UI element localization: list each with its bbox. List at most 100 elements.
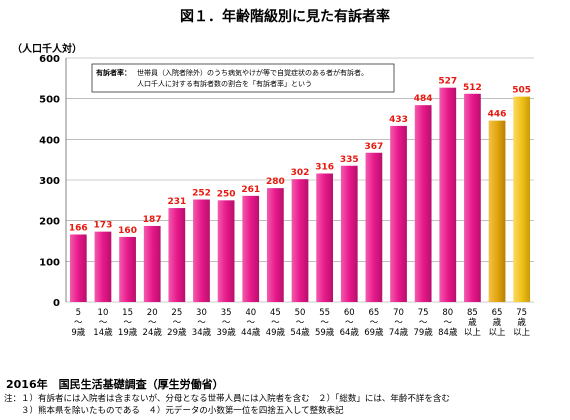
x-tick-label: 55 [319, 308, 330, 318]
annotation-label: 有訴者率： [96, 68, 131, 77]
x-tick-label: ～ [222, 318, 231, 328]
x-tick-label: ～ [345, 318, 354, 328]
x-tick-label: 74歳 [389, 327, 409, 338]
chart-title: 図１．年齢階級別に見た有訴者率 [180, 9, 390, 25]
bar [414, 105, 432, 302]
bars [69, 87, 531, 302]
x-tick-label: 15 [122, 308, 133, 318]
y-axis-label: （人口千人対） [12, 44, 82, 55]
data-label: 160 [118, 226, 137, 236]
x-tick-label: ～ [296, 318, 305, 328]
x-tick-label: 25 [171, 308, 182, 318]
bar [266, 188, 284, 302]
bar [390, 125, 407, 302]
x-tick-label: ～ [173, 318, 182, 328]
data-label: 484 [414, 94, 433, 104]
x-tick-label: 50 [295, 308, 306, 318]
value-labels: 166 173 160 187 231 252 250 261 280 302 316 335 367 4… [69, 77, 531, 236]
x-tick-label: 40 [245, 308, 256, 318]
x-tick-label: 以上 [489, 328, 507, 338]
bar [439, 87, 457, 302]
data-label: 187 [143, 215, 162, 225]
x-tick-label: 20 [147, 308, 158, 318]
y-tick-label: 500 [39, 95, 60, 106]
y-tick-label: 200 [39, 217, 60, 228]
data-label: 250 [217, 189, 236, 199]
data-label: 505 [512, 86, 531, 96]
x-tick-label: 85 [467, 308, 478, 318]
x-tick-label: 69歳 [364, 327, 384, 338]
data-label: 527 [438, 77, 457, 87]
annotation-line-1: 世帯員（入院者除外）のうち病気やけが等で自覚症状のある者が有訴者。 [137, 68, 368, 77]
data-label: 252 [192, 189, 211, 199]
x-tick-label: 歳 [517, 317, 526, 328]
data-label: 433 [389, 115, 408, 125]
x-tick-label: 35 [221, 308, 232, 318]
x-tick-label: 5 [76, 308, 81, 318]
x-tick-label: 歳 [468, 317, 477, 328]
x-tick-label: ～ [246, 318, 255, 328]
bar [488, 120, 506, 302]
x-tick-label: 9歳 [71, 327, 85, 338]
x-tick-label: 44歳 [241, 327, 261, 338]
bar [168, 208, 186, 302]
data-label: 316 [315, 162, 334, 172]
x-tick-label: ～ [74, 318, 83, 328]
footnote-1: 注：１）有訴者には入院者は含まないが、分母となる世帯人員には入院者を含む ２）「… [4, 394, 450, 404]
x-tick-label: 60 [344, 308, 355, 318]
data-label: 367 [364, 142, 383, 152]
y-axis-ticks: 0 100 200 300 400 500 600 [39, 54, 60, 309]
data-label: 302 [291, 168, 310, 178]
x-tick-label: 29歳 [167, 327, 187, 338]
bar [193, 199, 210, 302]
bar [513, 96, 531, 302]
x-tick-label: 80 [442, 308, 453, 318]
bar-chart: 0 100 200 300 400 500 600 166 173 160 187 231 252 25… [39, 54, 534, 338]
x-tick-label: ～ [394, 318, 403, 328]
x-tick-label: 75 [516, 308, 527, 318]
x-tick-label: 84歳 [438, 327, 458, 338]
x-tick-label: ～ [271, 318, 280, 328]
annotation-line-2: 人口千人に対する有訴者数の割合を「有訴者率」という [137, 79, 312, 88]
x-tick-label: ～ [370, 318, 379, 328]
x-tick-label: 54歳 [290, 327, 310, 338]
x-tick-label: 19歳 [118, 327, 138, 338]
footnote-2: ３）熊本県を除いたものである ４）元データの小数第一位を四捨五入して整数表記 [4, 406, 344, 416]
x-tick-label: ～ [148, 318, 157, 328]
x-tick-label: 24歳 [143, 327, 163, 338]
y-tick-label: 300 [39, 176, 60, 187]
x-tick-label: 65 [492, 308, 503, 318]
bar [291, 179, 309, 302]
bar [242, 195, 260, 302]
data-label: 231 [167, 197, 186, 207]
y-tick-label: 400 [39, 135, 60, 146]
x-tick-label: 64歳 [340, 327, 360, 338]
x-tick-label: ～ [419, 318, 428, 328]
x-tick-label: 34歳 [192, 327, 212, 338]
data-label: 335 [340, 155, 359, 165]
data-label: 512 [463, 83, 482, 93]
bar [143, 225, 161, 302]
data-label: 261 [241, 185, 260, 195]
x-tick-label: 79歳 [413, 327, 433, 338]
data-label: 166 [69, 223, 88, 233]
y-tick-label: 100 [39, 257, 60, 268]
x-tick-label: ～ [444, 318, 453, 328]
x-tick-label: 14歳 [93, 327, 113, 338]
x-tick-label: ～ [99, 318, 108, 328]
bar [94, 231, 112, 302]
x-tick-label: 10 [98, 308, 109, 318]
bar [464, 93, 481, 302]
bar [340, 165, 358, 302]
y-tick-label: 0 [53, 298, 60, 309]
x-tick-label: 以上 [464, 328, 482, 338]
y-tick-label: 600 [39, 54, 60, 65]
x-tick-label: 70 [393, 308, 404, 318]
source-caption: 2016年 国民生活基礎調査（厚生労働省） [6, 378, 224, 391]
x-tick-label: 75 [418, 308, 429, 318]
bar [69, 234, 87, 302]
x-tick-label: 65 [368, 308, 379, 318]
x-tick-label: 45 [270, 308, 281, 318]
bar [217, 200, 235, 302]
data-label: 280 [266, 177, 285, 187]
